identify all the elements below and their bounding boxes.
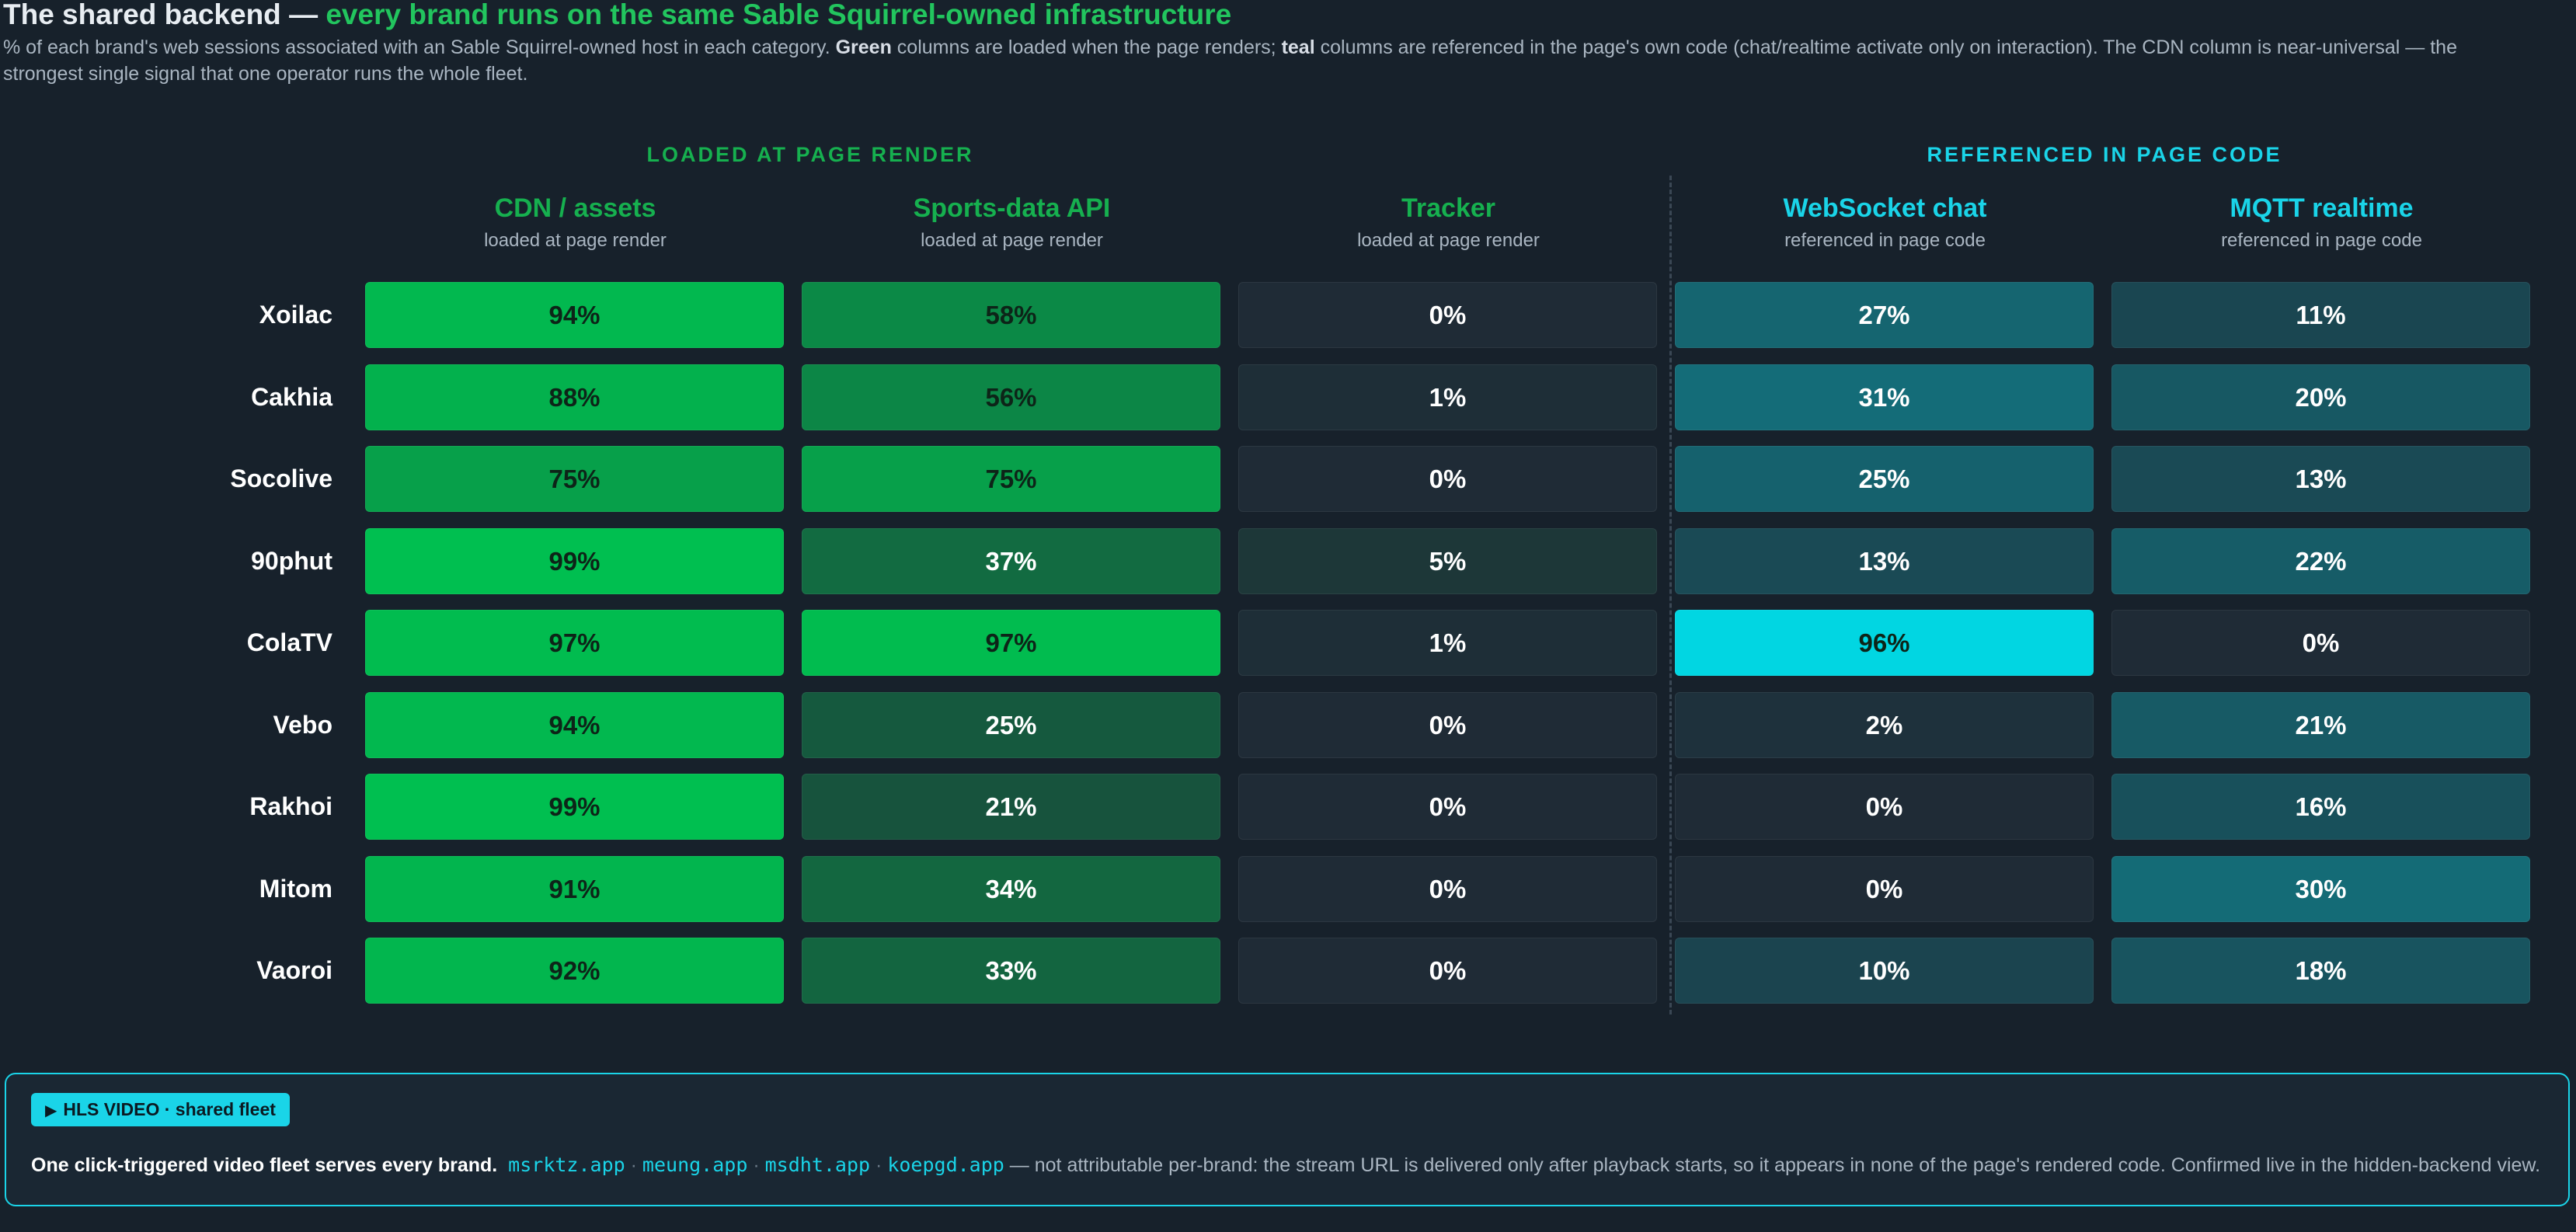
column-header-mqtt-realtime: MQTT realtime referenced in page code <box>2111 191 2532 253</box>
heatmap-cell: 0% <box>1238 938 1657 1004</box>
column-header-cdn-assets: CDN / assets loaded at page render <box>365 191 785 253</box>
heatmap-cell: 0% <box>1238 774 1657 840</box>
heatmap-cell: 37% <box>802 527 1220 594</box>
callout-text: One click-triggered video fleet serves e… <box>31 1150 2548 1180</box>
heatmap-cell: 2% <box>1675 691 2094 758</box>
domain-4: koepgd.app <box>887 1154 1004 1176</box>
heatmap-cell: 91% <box>365 855 784 922</box>
column-title: CDN / assets <box>494 193 656 223</box>
heatmap-cell: 0% <box>1675 774 2094 840</box>
heatmap-cell: 56% <box>802 364 1220 430</box>
heatmap-cell: 18% <box>2111 938 2530 1004</box>
page-title: The shared backend — every brand runs on… <box>3 0 1231 30</box>
column-sublabel: referenced in page code <box>1784 230 1986 251</box>
heatmap-cell: 0% <box>1238 855 1657 922</box>
heatmap-cell: 16% <box>2111 774 2530 840</box>
row-label: Vaoroi <box>256 956 332 984</box>
domain-3: msdht.app <box>764 1154 871 1176</box>
group-label-loaded: LOADED AT PAGE RENDER <box>646 143 974 166</box>
domain-2: meung.app <box>642 1154 748 1176</box>
callout-tail: — not attributable per-brand: the stream… <box>1009 1154 2541 1176</box>
heatmap-cell: 1% <box>1238 364 1657 430</box>
heatmap-cell: 0% <box>1675 855 2094 922</box>
heatmap-cell: 75% <box>802 446 1220 512</box>
heatmap-cell: 10% <box>1675 938 2094 1004</box>
row-label: ColaTV <box>246 628 332 656</box>
subtitle-part2: columns are loaded when the page renders… <box>891 37 1282 58</box>
chart-subtitle: % of each brand's web sessions associate… <box>3 34 2520 87</box>
row-label: Cakhia <box>251 382 332 411</box>
domain-separator-1: · <box>630 1154 637 1176</box>
heatmap-cell: 99% <box>365 774 784 840</box>
row-label: Rakhoi <box>249 792 332 820</box>
heatmap-cell: 27% <box>1675 282 2094 348</box>
heatmap-cell: 97% <box>365 610 784 676</box>
heatmap-cell: 92% <box>365 938 784 1004</box>
heatmap-cell: 75% <box>365 446 784 512</box>
heatmap-cell: 58% <box>802 282 1220 348</box>
callout-lead: One click-triggered video fleet serves e… <box>31 1154 498 1176</box>
heatmap-cell: 25% <box>1675 446 2094 512</box>
subtitle-teal-word: teal <box>1281 37 1315 58</box>
heatmap-cell: 30% <box>2111 855 2530 922</box>
column-sublabel: loaded at page render <box>1357 230 1540 251</box>
column-sublabel: referenced in page code <box>2221 230 2422 251</box>
row-label: Vebo <box>273 710 332 739</box>
column-header-sports-data-api: Sports-data API loaded at page render <box>802 191 1222 253</box>
row-label: Socolive <box>230 465 332 492</box>
column-header-tracker: Tracker loaded at page render <box>1238 191 1659 253</box>
hls-badge-label: HLS VIDEO · shared fleet <box>63 1099 276 1119</box>
heatmap-cell: 31% <box>1675 364 2094 430</box>
group-divider <box>1669 176 1672 1014</box>
heatmap-cell: 21% <box>802 774 1220 840</box>
column-title: Tracker <box>1401 193 1495 223</box>
heatmap-cell: 13% <box>1675 527 2094 594</box>
heatmap-cell: 22% <box>2111 527 2530 594</box>
play-icon: ▶ <box>45 1102 57 1119</box>
heatmap-cell: 99% <box>365 527 784 594</box>
row-label: Xoilac <box>259 301 332 329</box>
heatmap-cell: 97% <box>802 610 1220 676</box>
heatmap-cell: 94% <box>365 691 784 758</box>
title-highlight: every brand runs on the same Sable Squir… <box>325 0 1232 30</box>
subtitle-part3: columns are referenced in the page's own… <box>3 37 2457 85</box>
heatmap-cell: 25% <box>802 691 1220 758</box>
domain-separator-3: · <box>875 1154 882 1176</box>
heatmap-cell: 0% <box>2111 610 2530 676</box>
column-header-websocket-chat: WebSocket chat referenced in page code <box>1675 191 2095 253</box>
column-sublabel: loaded at page render <box>921 230 1103 251</box>
title-prefix: The shared backend — <box>3 0 326 30</box>
heatmap-cell: 21% <box>2111 691 2530 758</box>
domain-separator-2: · <box>753 1154 760 1176</box>
subtitle-green-word: Green <box>835 37 892 58</box>
heatmap-cell: 11% <box>2111 282 2530 348</box>
subtitle-part1: % of each brand's web sessions associate… <box>3 37 836 58</box>
domain-1: msrktz.app <box>508 1154 625 1176</box>
heatmap-cell: 0% <box>1238 282 1657 348</box>
column-title: Sports-data API <box>913 193 1111 223</box>
heatmap-cell: 1% <box>1238 610 1657 676</box>
heatmap-cell: 0% <box>1238 446 1657 512</box>
group-label-referenced: REFERENCED IN PAGE CODE <box>1927 143 2282 166</box>
hls-badge: ▶ HLS VIDEO · shared fleet <box>31 1093 290 1126</box>
heatmap-cell: 96% <box>1675 610 2094 676</box>
heatmap-cell: 20% <box>2111 364 2530 430</box>
heatmap-cell: 0% <box>1238 691 1657 758</box>
heatmap-cell: 13% <box>2111 446 2530 512</box>
column-sublabel: loaded at page render <box>484 230 667 251</box>
row-label: Mitom <box>259 874 332 903</box>
column-title: MQTT realtime <box>2230 193 2414 223</box>
heatmap-cell: 88% <box>365 364 784 430</box>
row-label: 90phut <box>251 546 332 575</box>
hls-callout: ▶ HLS VIDEO · shared fleet One click-trig… <box>5 1073 2570 1206</box>
heatmap-cell: 5% <box>1238 527 1657 594</box>
heatmap-cell: 33% <box>802 938 1220 1004</box>
heatmap-cell: 34% <box>802 855 1220 922</box>
heatmap-cell: 94% <box>365 282 784 348</box>
column-title: WebSocket chat <box>1783 193 1987 223</box>
